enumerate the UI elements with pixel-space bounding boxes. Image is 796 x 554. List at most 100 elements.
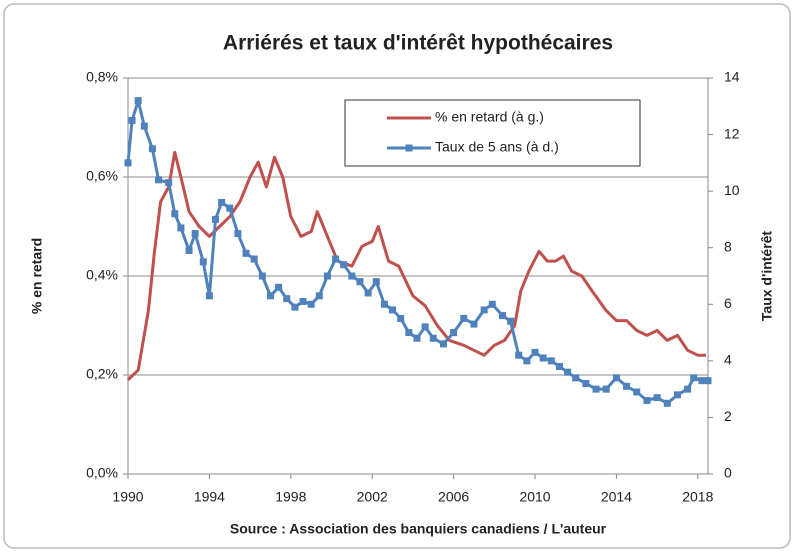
series-marker [450, 329, 458, 337]
x-tick-label: 2010 [519, 489, 550, 505]
y2-tick-label: 0 [724, 465, 732, 481]
series-marker [480, 306, 488, 314]
series-marker [684, 385, 692, 393]
series-marker [199, 258, 207, 266]
series-line [126, 150, 706, 381]
series-marker [488, 300, 496, 308]
y2-tick-label: 8 [724, 238, 732, 254]
series-marker [307, 300, 315, 308]
series-marker [134, 97, 142, 105]
series-marker [191, 230, 199, 238]
series-marker [555, 363, 563, 371]
series-marker [498, 312, 506, 320]
series-marker [348, 272, 356, 280]
chart-title: Arriérés et taux d'intérêt hypothécaires [223, 32, 613, 55]
series-marker [389, 306, 397, 314]
series-marker [218, 198, 226, 206]
series-marker [531, 348, 539, 356]
series-marker [704, 377, 712, 385]
series-marker [592, 385, 600, 393]
series-marker [413, 334, 421, 342]
series-marker [663, 399, 671, 407]
y-tick-label: 0,6% [86, 168, 118, 184]
series-marker [185, 247, 193, 255]
series-marker [405, 329, 413, 337]
series-marker [515, 351, 523, 359]
x-tick-label: 2006 [438, 489, 469, 505]
legend-label: Taux de 5 ans (à d.) [435, 139, 559, 155]
series-marker [177, 224, 185, 232]
series-marker [212, 215, 220, 223]
series-marker [332, 255, 340, 263]
series-marker [643, 396, 651, 404]
series-marker [242, 249, 250, 257]
y-tick-label: 0,8% [86, 69, 118, 85]
series-marker [165, 179, 173, 187]
series-marker [539, 354, 547, 362]
series-marker [323, 272, 331, 280]
series-marker [633, 388, 641, 396]
series-marker [340, 261, 348, 269]
series-marker [380, 300, 388, 308]
x-tick-label: 2018 [682, 489, 713, 505]
series-marker [582, 379, 590, 387]
series-marker [460, 314, 468, 322]
y2-tick-label: 6 [724, 295, 732, 311]
series-marker [698, 377, 706, 385]
series-marker [315, 292, 323, 300]
series-marker [547, 357, 555, 365]
legend-marker [405, 144, 413, 152]
y2-tick-label: 2 [724, 408, 732, 424]
series-marker [690, 374, 698, 382]
series-marker [291, 303, 299, 311]
y2-tick-label: 12 [724, 125, 740, 141]
series-marker [171, 210, 179, 218]
series-marker [653, 394, 661, 402]
series-marker [356, 278, 364, 286]
series-marker [226, 204, 234, 212]
series-marker [439, 340, 447, 348]
series-marker [364, 289, 372, 297]
series-marker [623, 382, 631, 390]
series-marker [612, 374, 620, 382]
series-marker [397, 314, 405, 322]
x-tick-label: 1990 [112, 489, 143, 505]
x-axis-label: Source : Association des banquiers canad… [230, 521, 607, 537]
series-marker [523, 357, 531, 365]
series-marker [205, 292, 213, 300]
series-marker [602, 385, 610, 393]
series-marker [283, 295, 291, 303]
legend-label: % en retard (à g.) [435, 109, 544, 125]
series-marker [507, 317, 515, 325]
y-tick-label: 0,0% [86, 465, 118, 481]
y2-tick-label: 14 [724, 69, 740, 85]
series-marker [258, 272, 266, 280]
legend-box [344, 99, 641, 167]
y2-tick-label: 10 [724, 182, 740, 198]
x-tick-label: 1994 [194, 489, 225, 505]
series-marker [128, 116, 136, 124]
series-marker [155, 176, 163, 184]
series-marker [140, 122, 148, 130]
series-marker [572, 374, 580, 382]
y2-axis-label: Taux d'intérêt [759, 231, 775, 322]
y-tick-label: 0,2% [86, 366, 118, 382]
series-marker [470, 320, 478, 328]
series-marker [148, 145, 156, 153]
series-marker [564, 368, 572, 376]
series-marker [124, 159, 132, 167]
series-marker [266, 292, 274, 300]
x-tick-label: 2014 [601, 489, 632, 505]
y2-tick-label: 4 [724, 352, 732, 368]
x-tick-label: 1998 [275, 489, 306, 505]
x-tick-label: 2002 [357, 489, 388, 505]
y-axis-label: % en retard [29, 238, 45, 314]
series-marker [429, 334, 437, 342]
series-marker [299, 297, 307, 305]
series-marker [372, 278, 380, 286]
series-marker [250, 255, 258, 263]
series-marker [673, 391, 681, 399]
series-marker [234, 230, 242, 238]
series-marker [421, 323, 429, 331]
